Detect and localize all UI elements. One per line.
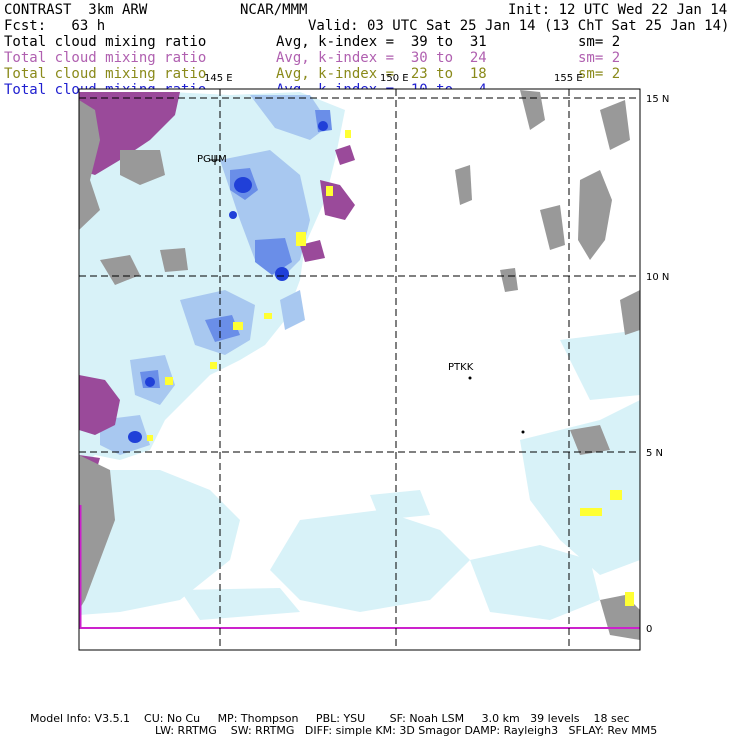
highlight-layer bbox=[147, 130, 634, 606]
field-smoothing: sm= 2 bbox=[578, 34, 621, 50]
lat-label-equator: 0 bbox=[646, 624, 652, 635]
field-range: Avg, k-index = 30 to 24 bbox=[276, 50, 487, 66]
high-cloud-layer bbox=[79, 92, 355, 478]
lat-label-15n: 15 N bbox=[646, 94, 669, 105]
station-label-pgum: PGUM bbox=[197, 154, 227, 165]
field-legend-row-1: Total cloud mixing ratio Avg, k-index = … bbox=[0, 34, 740, 50]
init-time: Init: 12 UTC Wed 22 Jan 14 bbox=[508, 2, 728, 18]
map-fields bbox=[79, 89, 640, 650]
lon-label-150e: 150 E bbox=[380, 73, 409, 84]
cloud-core-layer bbox=[128, 121, 328, 443]
field-smoothing: sm= 2 bbox=[578, 66, 621, 82]
field-smoothing: sm= 2 bbox=[578, 50, 621, 66]
model-info-line-2: LW: RRTMG SW: RRTMG DIFF: simple KM: 3D … bbox=[155, 724, 658, 737]
map-border bbox=[78, 88, 641, 651]
island-dot bbox=[521, 430, 525, 434]
station-label-ptkk: PTKK bbox=[448, 362, 474, 373]
field-range: Avg, k-index = 23 to 18 bbox=[276, 66, 487, 82]
field-name: Total cloud mixing ratio bbox=[4, 66, 207, 82]
field-name: Total cloud mixing ratio bbox=[4, 34, 207, 50]
lat-label-5n: 5 N bbox=[646, 448, 663, 459]
field-legend-row-3: Total cloud mixing ratio Avg, k-index = … bbox=[0, 66, 740, 82]
field-range: Avg, k-index = 39 to 31 bbox=[276, 34, 487, 50]
lon-label-155e: 155 E bbox=[554, 73, 583, 84]
valid-time: Valid: 03 UTC Sat 25 Jan 14 (13 ChT Sat … bbox=[308, 18, 730, 34]
org-label: NCAR/MMM bbox=[240, 2, 308, 18]
model-info-line-1: Model Info: V3.5.1 CU: No Cu MP: Thompso… bbox=[30, 712, 630, 725]
model-title: CONTRAST 3km ARW bbox=[4, 2, 148, 18]
graticule bbox=[79, 89, 640, 650]
forecast-hour: Fcst: 63 h bbox=[4, 18, 106, 34]
field-legend-row-2: Total cloud mixing ratio Avg, k-index = … bbox=[0, 50, 740, 66]
lon-label-145e: 145 E bbox=[204, 73, 233, 84]
station-marker-ptkk bbox=[468, 376, 472, 380]
lat-label-10n: 10 N bbox=[646, 272, 669, 283]
field-name: Total cloud mixing ratio bbox=[4, 50, 207, 66]
